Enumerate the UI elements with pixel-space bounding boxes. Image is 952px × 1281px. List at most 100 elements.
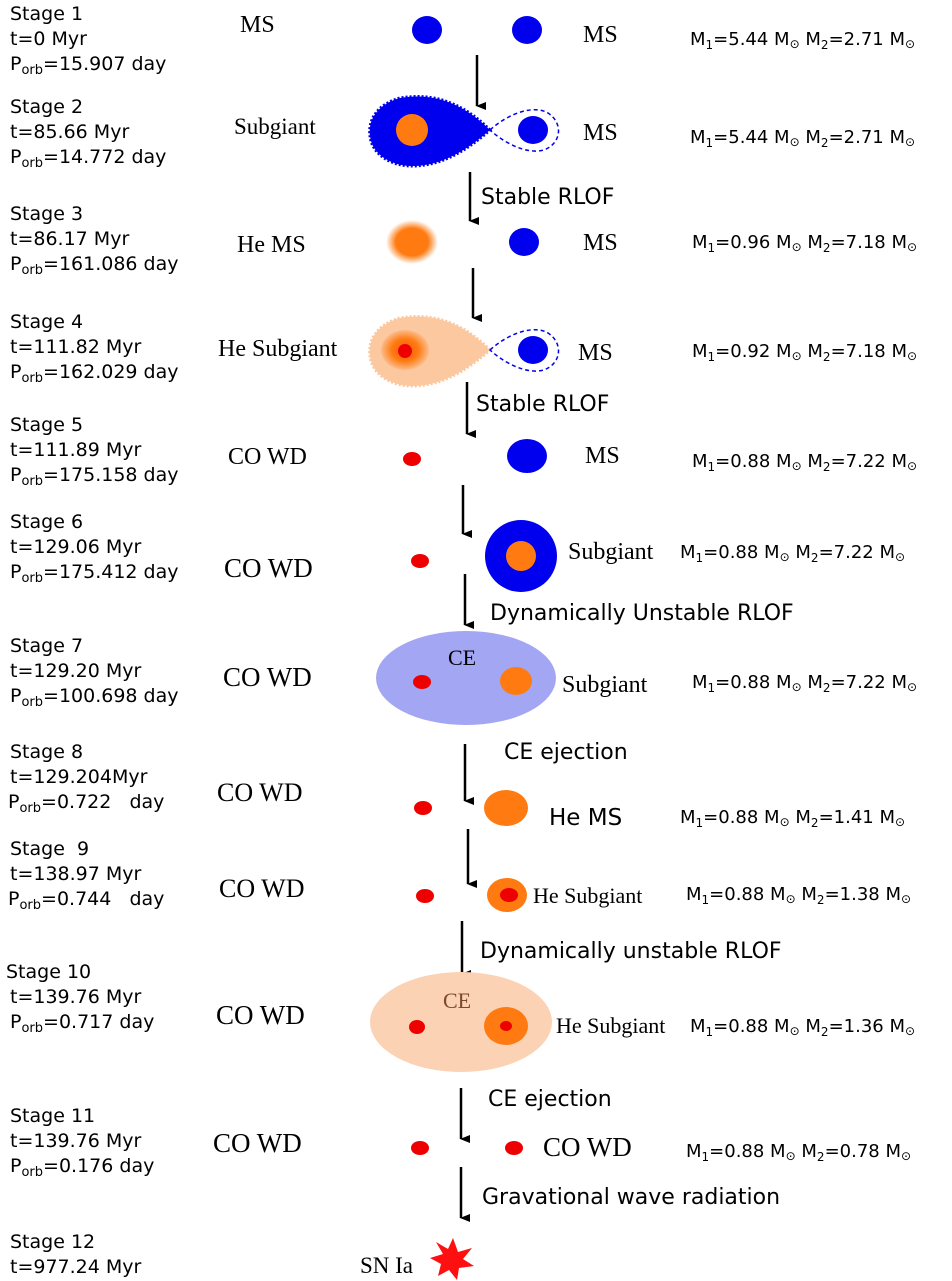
stage-1-main-sequence-star-2: [512, 16, 542, 44]
stage-7: Stage 7 t=129.20 Myr Porb=100.698 day CO…: [10, 631, 917, 725]
stage-10: Stage 10 t=139.76 Myr Porb=0.717 day CO …: [6, 961, 915, 1072]
stage-1-period: Porb=15.907 day: [10, 53, 166, 78]
stage-2: Stage 2 t=85.66 Myr Porb=14.772 day Subg…: [10, 95, 915, 171]
stage-12-time: t=977.24 Myr: [10, 1256, 142, 1278]
stage-7-ce-label: CE: [448, 645, 476, 670]
stage-2-label: Stage 2: [10, 96, 83, 118]
stage-2-period: Porb=14.772 day: [10, 146, 166, 171]
stage-6-masses: M1=0.88 M⊙ M2=7.22 M⊙: [680, 542, 905, 565]
stage-4-star2-type: MS: [578, 340, 613, 366]
stage-10-time: t=139.76 Myr: [10, 986, 142, 1008]
stage-11-time: t=139.76 Myr: [10, 1130, 142, 1152]
stage-8-time: t=129.204Myr: [10, 766, 148, 788]
stage-4-time: t=111.82 Myr: [10, 336, 142, 358]
stage-1: Stage 1 t=0 Myr Porb=15.907 day MS MS M1…: [10, 3, 915, 78]
stage-12-event-label: SN Ia: [360, 1253, 413, 1278]
stage-8-label: Stage 8: [10, 741, 83, 763]
stage-1-star2-type: MS: [583, 22, 618, 48]
stage-2-star1-type: Subgiant: [234, 114, 316, 139]
stage-7-star1-type: CO WD: [223, 662, 312, 692]
stage-2-helium-core: [396, 114, 428, 146]
stage-6-star2-type: Subgiant: [568, 539, 654, 565]
stage-10-core: [500, 1021, 512, 1031]
stage-8-white-dwarf: [414, 801, 432, 815]
stage-2-masses: M1=5.44 M⊙ M2=2.71 M⊙: [690, 127, 915, 150]
stage-3-star2-type: MS: [583, 230, 618, 256]
stage-4-roche-lobe-accretor: [488, 329, 560, 372]
stage-6: Stage 6 t=129.06 Myr Porb=175.412 day CO…: [10, 511, 905, 592]
stage-5-period: Porb=175.158 day: [10, 464, 179, 489]
stage-10-star2-type: He Subgiant: [556, 1013, 665, 1038]
stage-11-white-dwarf-1: [411, 1141, 429, 1155]
stage-4-label: Stage 4: [10, 311, 83, 333]
stage-9-period: Porb=0.744 day: [8, 888, 164, 913]
stage-6-time: t=129.06 Myr: [10, 536, 142, 558]
stage-7-common-envelope: [376, 631, 556, 725]
stage-2-roche-lobe-accretor: [488, 109, 560, 152]
stage-11-star2-type: CO WD: [543, 1132, 632, 1162]
stage-7-period: Porb=100.698 day: [10, 685, 179, 710]
stage-5-star2-type: MS: [585, 443, 620, 469]
stage-6-period: Porb=175.412 day: [10, 561, 179, 586]
stage-5-label: Stage 5: [10, 414, 83, 436]
stage-9-star1-type: CO WD: [219, 874, 304, 903]
stage-3-period: Porb=161.086 day: [10, 253, 179, 278]
stage-3-main-sequence-star: [509, 228, 539, 256]
stage-7-white-dwarf: [413, 675, 431, 689]
stage-6-label: Stage 6: [10, 511, 83, 533]
transition-2-label: Stable RLOF: [476, 392, 609, 417]
stage-10-period: Porb=0.717 day: [10, 1011, 154, 1036]
stage-3-time: t=86.17 Myr: [10, 228, 129, 250]
stage-10-label: Stage 10: [6, 961, 91, 983]
stage-11: Stage 11 t=139.76 Myr Porb=0.176 day CO …: [10, 1105, 911, 1180]
stage-6-helium-core: [506, 541, 536, 571]
stage-12-label: Stage 12: [10, 1231, 95, 1253]
stage-11-label: Stage 11: [10, 1105, 95, 1127]
stage-5: Stage 5 t=111.89 Myr Porb=175.158 day CO…: [10, 414, 917, 489]
stage-4-masses: M1=0.92 M⊙ M2=7.18 M⊙: [692, 341, 917, 364]
stage-11-white-dwarf-2: [505, 1141, 523, 1155]
stage-10-star1-type: CO WD: [216, 1000, 305, 1030]
stage-8: Stage 8 t=129.204Myr Porb=0.722 day CO W…: [8, 741, 905, 831]
stage-3-masses: M1=0.96 M⊙ M2=7.18 M⊙: [692, 232, 917, 255]
stage-9-white-dwarf: [416, 889, 434, 903]
stage-11-period: Porb=0.176 day: [10, 1155, 154, 1180]
stage-7-helium-core: [500, 667, 532, 695]
stage-1-time: t=0 Myr: [10, 28, 87, 50]
stage-10-ce-label: CE: [443, 988, 471, 1013]
stage-6-star1-type: CO WD: [224, 553, 313, 583]
stage-10-common-envelope: [370, 972, 552, 1072]
transition-6-label: CE ejection: [488, 1087, 612, 1112]
stage-10-white-dwarf: [409, 1020, 425, 1034]
stage-5-masses: M1=0.88 M⊙ M2=7.22 M⊙: [692, 451, 917, 474]
stage-11-masses: M1=0.88 M⊙ M2=0.78 M⊙: [686, 1141, 911, 1164]
stage-2-roche-lobe-donor: [368, 95, 493, 168]
stage-5-time: t=111.89 Myr: [10, 439, 142, 461]
stage-8-star2-type: He MS: [549, 805, 622, 831]
stage-3-label: Stage 3: [10, 203, 83, 225]
stage-4: Stage 4 t=111.82 Myr Porb=162.029 day He…: [10, 311, 917, 388]
transition-5-label: Dynamically unstable RLOF: [480, 939, 782, 964]
transition-4-label: CE ejection: [504, 740, 628, 765]
transition-3-label: Dynamically Unstable RLOF: [490, 601, 794, 626]
stage-7-label: Stage 7: [10, 635, 83, 657]
stage-6-white-dwarf: [411, 554, 429, 568]
stage-9-time: t=138.97 Myr: [10, 863, 142, 885]
stage-12: Stage 12 t=977.24 Myr SN Ia: [10, 1231, 474, 1280]
stage-9-masses: M1=0.88 M⊙ M2=1.38 M⊙: [686, 884, 911, 907]
stage-1-star1-type: MS: [240, 12, 275, 38]
stage-1-main-sequence-star-1: [412, 16, 442, 44]
stage-4-star1-type: He Subgiant: [218, 336, 338, 362]
stage-9-core: [500, 888, 518, 902]
stage-7-time: t=129.20 Myr: [10, 660, 142, 682]
stage-2-main-sequence-star: [518, 116, 548, 144]
stage-3: Stage 3 t=86.17 Myr Porb=161.086 day He …: [10, 203, 917, 278]
stage-4-core: [398, 344, 412, 358]
stage-9-label: Stage 9: [10, 838, 89, 860]
stage-2-time: t=85.66 Myr: [10, 121, 129, 143]
stage-3-star1-type: He MS: [237, 232, 306, 258]
stage-4-main-sequence-star: [518, 336, 548, 364]
stage-9: Stage 9 t=138.97 Myr Porb=0.744 day CO W…: [8, 838, 911, 913]
transition-1-label: Stable RLOF: [481, 185, 614, 210]
